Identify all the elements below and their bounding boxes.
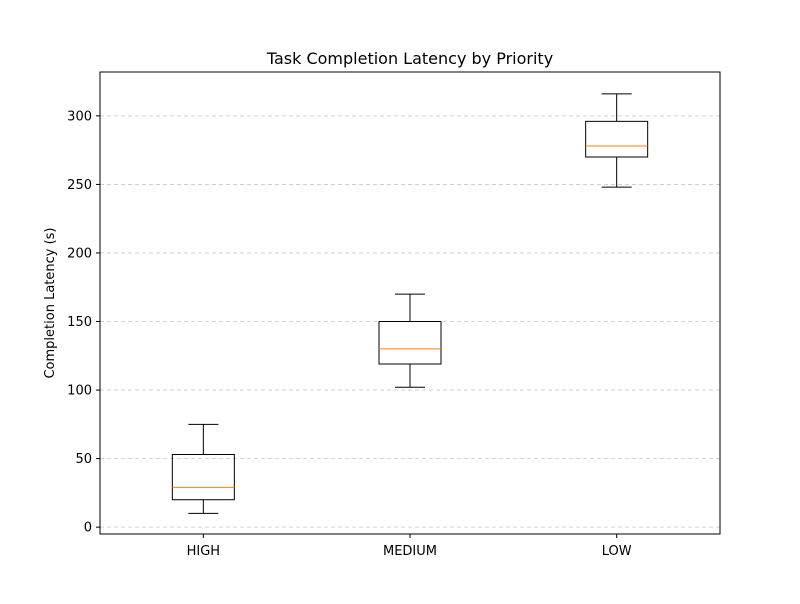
box-low	[585, 93, 649, 188]
iqr-box	[378, 321, 442, 365]
x-tick-label: MEDIUM	[383, 544, 437, 559]
box-medium	[378, 293, 442, 388]
y-axis-label: Completion Latency (s)	[43, 227, 58, 378]
y-tick-label: 250	[67, 178, 92, 193]
x-tick-label: HIGH	[187, 544, 220, 559]
x-axis-ticks: HIGH MEDIUM LOW	[187, 534, 632, 559]
y-tick-label: 150	[67, 315, 92, 330]
iqr-box	[585, 120, 649, 158]
y-tick-label: 100	[67, 384, 92, 399]
box-series	[171, 93, 649, 514]
box-high	[171, 423, 235, 514]
y-tick-label: 300	[67, 109, 92, 124]
y-tick-label: 0	[84, 521, 92, 536]
y-tick-label: 50	[75, 452, 92, 467]
y-tick-label: 200	[67, 246, 92, 261]
iqr-box	[171, 453, 235, 501]
y-axis-ticks: 0 50 100 150 200 250 300	[67, 109, 100, 536]
chart-title: Task Completion Latency by Priority	[266, 49, 553, 68]
x-tick-label: LOW	[602, 544, 632, 559]
